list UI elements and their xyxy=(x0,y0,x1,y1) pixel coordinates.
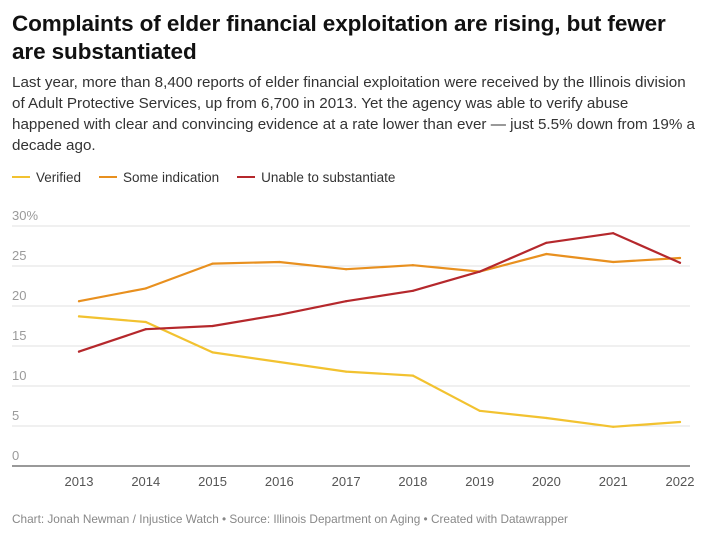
data-point-some-indication xyxy=(545,252,548,256)
legend-label-some-indication: Some indication xyxy=(123,169,220,185)
chart-footer: Chart: Jonah Newman / Injustice Watch • … xyxy=(12,512,568,526)
data-point-unable-to-substantiate xyxy=(545,241,548,244)
legend-swatch-unable-to-substantiate xyxy=(237,176,256,178)
legend-swatch-verified xyxy=(12,176,30,178)
legend-swatch-some-indication xyxy=(99,176,118,178)
data-point-verified xyxy=(478,409,481,412)
data-point-verified xyxy=(144,320,147,324)
legend-label-unable-to-substantiate: Unable to substantiate xyxy=(261,169,396,185)
y-tick-label: 15 xyxy=(12,328,26,343)
legend-item-verified: Verified xyxy=(12,170,81,185)
y-tick-label: 30% xyxy=(12,208,38,223)
data-point-unable-to-substantiate xyxy=(144,328,147,331)
data-point-unable-to-substantiate xyxy=(211,324,214,328)
legend-item-unable-to-substantiate: Unable to substantiate xyxy=(237,170,395,185)
data-point-verified xyxy=(211,351,214,354)
data-point-some-indication xyxy=(411,264,414,267)
data-point-unable-to-substantiate xyxy=(411,289,414,292)
y-tick-label: 5 xyxy=(12,408,19,423)
y-tick-label: 0 xyxy=(12,448,19,463)
x-tick-label: 2020 xyxy=(532,474,561,489)
y-tick-label: 10 xyxy=(12,368,26,383)
data-point-some-indication xyxy=(211,262,214,265)
data-point-verified xyxy=(77,315,81,318)
data-point-verified xyxy=(612,425,615,428)
x-tick-label: 2018 xyxy=(398,474,427,489)
x-tick-label: 2021 xyxy=(599,474,628,489)
data-point-unable-to-substantiate xyxy=(478,270,481,273)
x-tick-label: 2022 xyxy=(666,474,695,489)
data-point-unable-to-substantiate xyxy=(77,350,81,353)
data-point-verified xyxy=(678,420,682,424)
data-point-verified xyxy=(545,416,548,420)
data-point-some-indication xyxy=(144,287,147,290)
legend-label-verified: Verified xyxy=(36,169,82,185)
chart-subtitle: Last year, more than 8,400 reports of el… xyxy=(12,74,695,154)
data-point-some-indication xyxy=(678,256,682,260)
data-point-unable-to-substantiate xyxy=(612,232,615,235)
data-point-verified xyxy=(345,370,348,373)
data-point-unable-to-substantiate xyxy=(345,300,348,303)
y-tick-label: 25 xyxy=(12,248,26,263)
data-point-unable-to-substantiate xyxy=(278,313,281,316)
data-point-some-indication xyxy=(77,300,81,303)
data-point-verified xyxy=(411,374,414,377)
data-point-some-indication xyxy=(345,268,348,271)
data-point-verified xyxy=(278,360,281,364)
data-point-some-indication xyxy=(612,260,615,264)
x-tick-label: 2014 xyxy=(131,474,160,489)
chart-legend: Verified Some indication Unable to subst… xyxy=(12,168,698,186)
x-tick-label: 2016 xyxy=(265,474,294,489)
series-line-unable-to-substantiate xyxy=(77,232,682,353)
chart-title: Complaints of elder financial exploitati… xyxy=(12,11,666,64)
x-tick-label: 2017 xyxy=(332,474,361,489)
data-point-unable-to-substantiate xyxy=(678,261,682,264)
series-line-some-indication xyxy=(77,252,682,303)
line-chart: 0 5 10 15 20 25 30% 2013 2014 2015 2016 2017 2018 201… xyxy=(12,208,695,489)
series-line-verified xyxy=(77,315,682,428)
x-tick-label: 2015 xyxy=(198,474,227,489)
legend-item-some-indication: Some indication xyxy=(99,170,219,185)
x-tick-label: 2019 xyxy=(465,474,494,489)
x-tick-label: 2013 xyxy=(65,474,94,489)
data-point-some-indication xyxy=(278,260,281,264)
y-tick-label: 20 xyxy=(12,288,26,303)
